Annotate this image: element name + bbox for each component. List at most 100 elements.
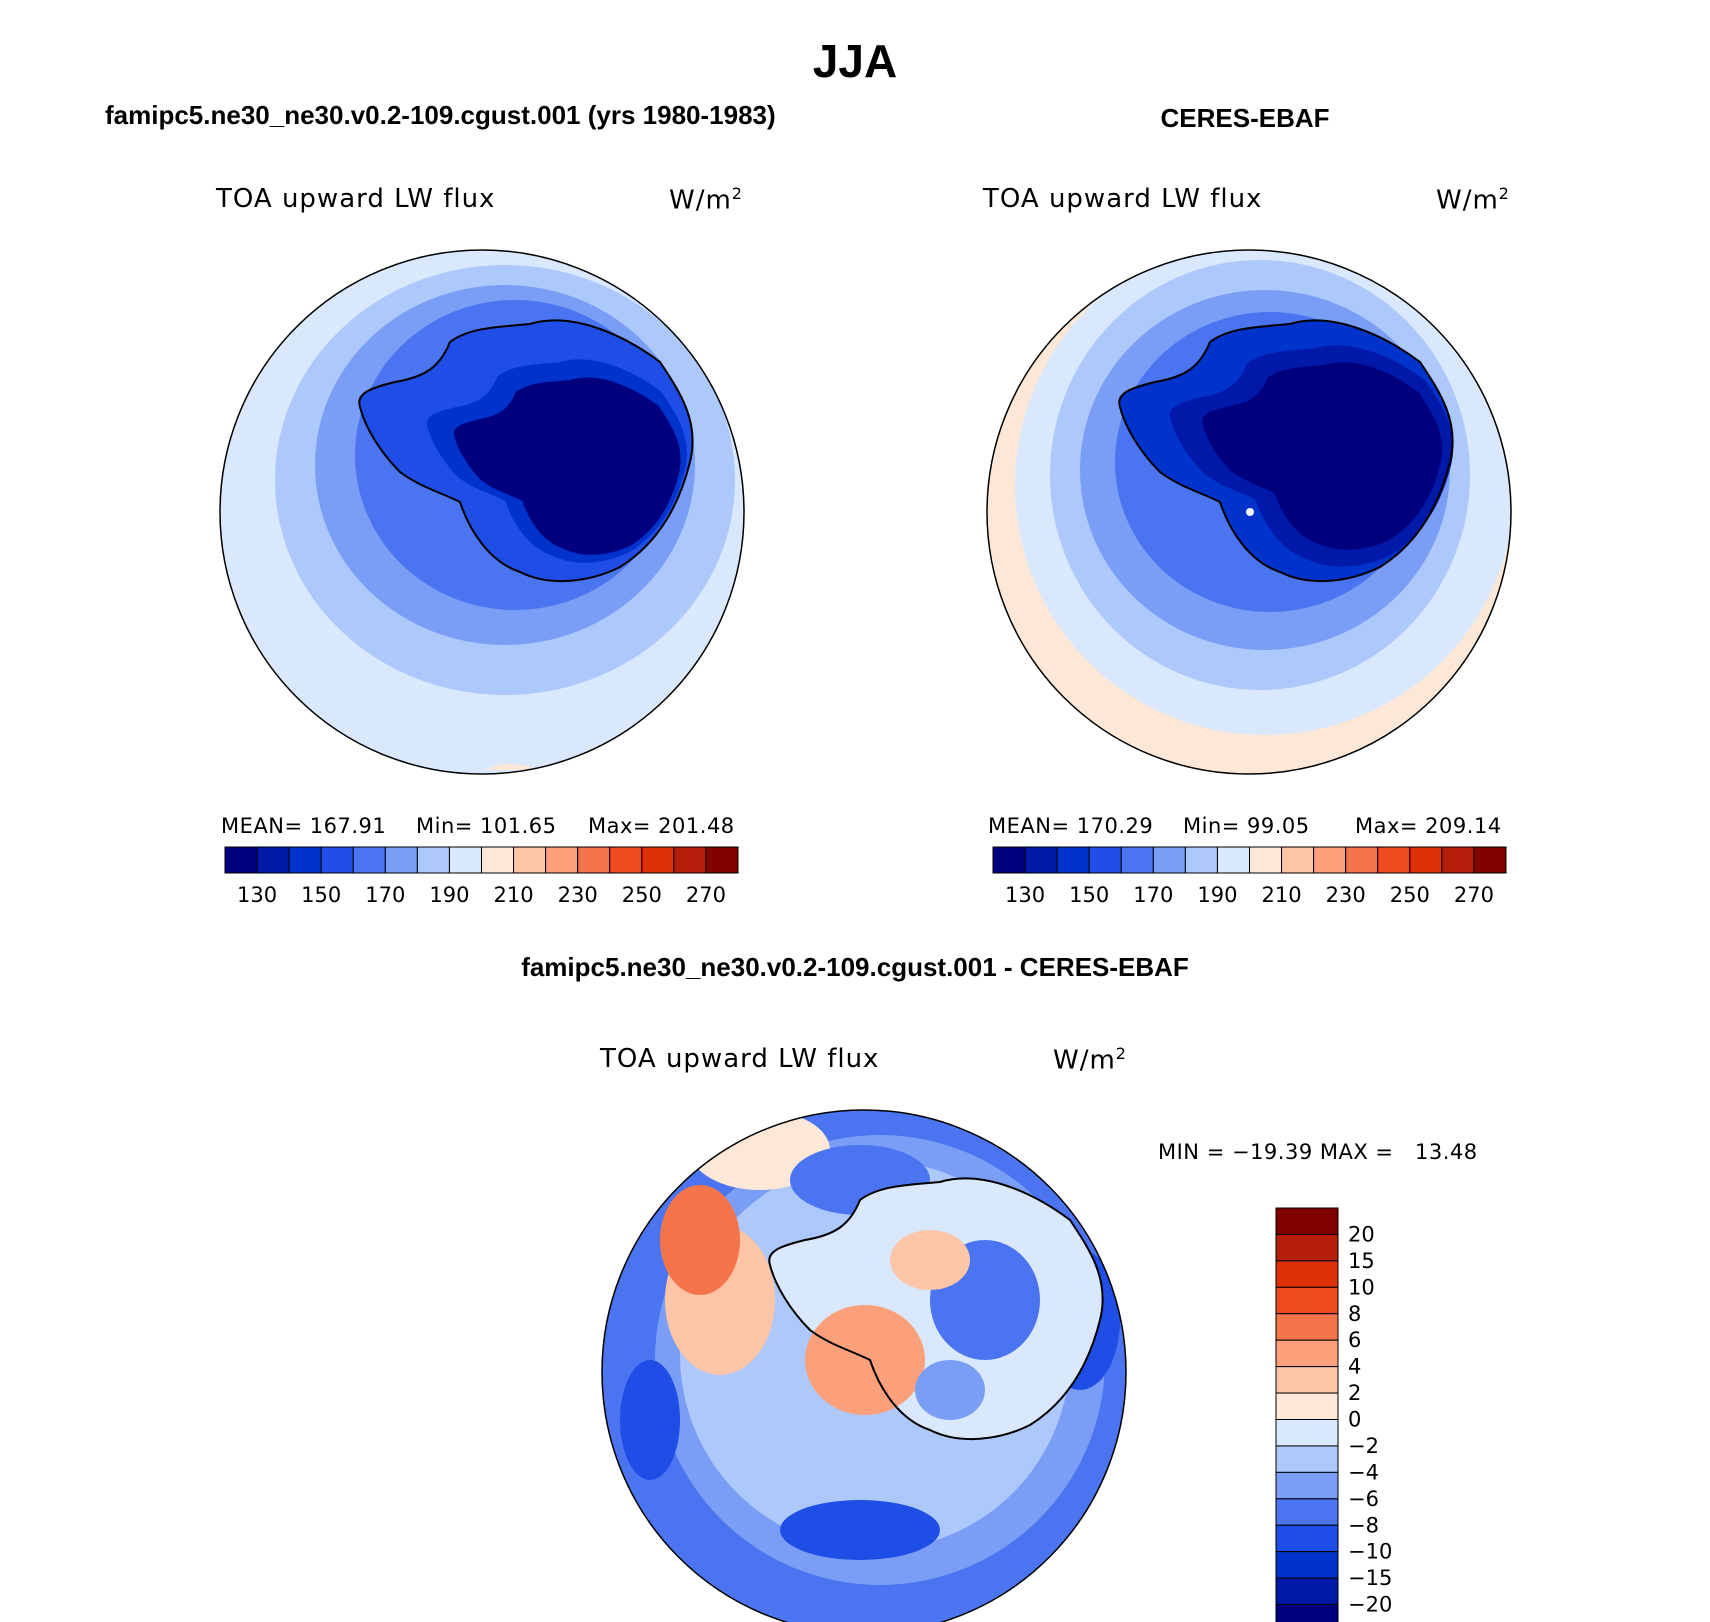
diff-colorbar-swatch	[1275, 1207, 1339, 1235]
right-map	[987, 250, 1511, 774]
right-colorbar-swatch	[1056, 846, 1090, 874]
right-colorbar: 130 150 170 190 210 230 250 270	[992, 846, 1507, 907]
right-colorbar-swatch	[1473, 846, 1507, 874]
left-mean: MEAN= 167.91	[221, 814, 387, 838]
diff-variable-label: TOA upward LW flux	[600, 1044, 880, 1074]
diff-colorbar-tick-label: 4	[1348, 1355, 1361, 1379]
diff-colorbar-swatch	[1275, 1233, 1339, 1262]
diff-colorbar-tick-label: 0	[1348, 1408, 1361, 1432]
diff-colorbar-swatch	[1275, 1366, 1339, 1394]
diff-colorbar-swatch	[1275, 1392, 1339, 1420]
right-map-border	[986, 249, 1512, 775]
left-colorbar: 130 150 170 190 210 230 250 270	[224, 846, 739, 907]
right-colorbar-swatch	[1152, 846, 1186, 874]
diff-colorbar-tick-label: 8	[1348, 1302, 1361, 1326]
right-colorbar-tick-label: 190	[1197, 883, 1237, 907]
right-colorbar-swatch	[1024, 846, 1058, 874]
left-colorbar-swatch	[577, 846, 611, 874]
left-colorbar-swatch	[384, 846, 418, 874]
right-colorbar-tick-label: 270	[1454, 883, 1494, 907]
left-colorbar-swatch	[320, 846, 354, 874]
right-colorbar-tick-label: 130	[1005, 883, 1045, 907]
diff-colorbar-swatch	[1275, 1313, 1339, 1341]
left-map-border	[219, 249, 745, 775]
diff-colorbar-swatch	[1275, 1339, 1339, 1368]
diff-minmax: MIN = −19.39 MAX = 13.48	[1158, 1140, 1478, 1164]
right-colorbar-tick-label: 210	[1262, 883, 1302, 907]
diff-colorbar-swatch	[1275, 1524, 1339, 1553]
right-colorbar-tick-label: 170	[1133, 883, 1173, 907]
diff-colorbar-swatch	[1275, 1498, 1339, 1526]
left-map	[220, 250, 744, 774]
left-colorbar-swatch	[352, 846, 386, 874]
left-colorbar-swatch	[641, 846, 675, 874]
right-colorbar-tick-label: 230	[1326, 883, 1366, 907]
diff-colorbar-swatch	[1275, 1419, 1339, 1447]
main-title: JJA	[812, 35, 898, 87]
left-colorbar-tick-label: 190	[429, 883, 469, 907]
left-panel-header: famipc5.ne30_ne30.v0.2-109.cgust.001 (yr…	[105, 100, 776, 130]
right-colorbar-swatch	[1377, 846, 1411, 874]
left-colorbar-tick-label: 230	[558, 883, 598, 907]
right-colorbar-swatch	[1441, 846, 1475, 874]
left-colorbar-swatch	[448, 846, 482, 874]
diff-colorbar-swatch	[1275, 1551, 1339, 1579]
right-colorbar-swatch	[992, 846, 1026, 874]
right-max: Max= 209.14	[1355, 814, 1502, 838]
left-colorbar-swatch	[256, 846, 290, 874]
left-colorbar-tick-label: 170	[365, 883, 405, 907]
left-colorbar-tick-label: 210	[494, 883, 534, 907]
right-colorbar-tick-label: 150	[1069, 883, 1109, 907]
left-variable-label: TOA upward LW flux	[216, 184, 496, 214]
left-colorbar-tick-label: 130	[237, 883, 277, 907]
diff-colorbar-tick-label: −8	[1348, 1513, 1379, 1537]
diff-colorbar-swatch	[1275, 1260, 1339, 1288]
diff-colorbar-tick-label: 10	[1348, 1275, 1375, 1299]
left-max: Max= 201.48	[588, 814, 735, 838]
left-colorbar-swatch	[705, 846, 739, 874]
left-min: Min= 101.65	[416, 814, 557, 838]
left-colorbar-swatch	[481, 846, 515, 874]
right-colorbar-swatch	[1249, 846, 1283, 874]
left-colorbar-tick-label: 150	[301, 883, 341, 907]
diff-colorbar-tick-label: 6	[1348, 1328, 1361, 1352]
diff-colorbar-swatch	[1275, 1577, 1339, 1606]
left-colorbar-tick-label: 270	[686, 883, 726, 907]
diff-colorbar-swatch	[1275, 1471, 1339, 1500]
right-colorbar-tick-label: 250	[1390, 883, 1430, 907]
diff-units-label: W/m2	[1053, 1044, 1127, 1076]
left-units-label: W/m2	[669, 184, 743, 216]
right-units-label: W/m2	[1436, 184, 1510, 216]
left-colorbar-swatch	[673, 846, 707, 874]
right-colorbar-swatch	[1281, 846, 1315, 874]
left-colorbar-swatch	[545, 846, 579, 874]
diff-map-border	[601, 1109, 1127, 1622]
right-colorbar-swatch	[1313, 846, 1347, 874]
left-colorbar-swatch	[288, 846, 322, 874]
right-colorbar-swatch	[1216, 846, 1250, 874]
diff-colorbar-tick-label: −10	[1348, 1540, 1392, 1564]
diff-colorbar-tick-label: 20	[1348, 1222, 1375, 1246]
right-min: Min= 99.05	[1183, 814, 1310, 838]
right-panel-header: CERES-EBAF	[1160, 103, 1330, 133]
diff-map	[602, 1110, 1126, 1622]
right-colorbar-swatch	[1345, 846, 1379, 874]
diff-colorbar-tick-label: 2	[1348, 1381, 1361, 1405]
diff-colorbar-swatch	[1275, 1445, 1339, 1473]
left-colorbar-swatch	[513, 846, 547, 874]
diff-panel-header: famipc5.ne30_ne30.v0.2-109.cgust.001 - C…	[521, 952, 1189, 982]
diff-colorbar-tick-label: −20	[1348, 1593, 1392, 1617]
right-colorbar-swatch	[1184, 846, 1218, 874]
diff-colorbar-tick-label: −15	[1348, 1566, 1392, 1590]
right-variable-label: TOA upward LW flux	[983, 184, 1263, 214]
right-mean: MEAN= 170.29	[988, 814, 1154, 838]
left-colorbar-tick-label: 250	[622, 883, 662, 907]
diff-colorbar-swatch	[1275, 1604, 1339, 1622]
left-colorbar-swatch	[609, 846, 643, 874]
right-colorbar-swatch	[1088, 846, 1122, 874]
right-colorbar-swatch	[1409, 846, 1443, 874]
diff-colorbar-tick-label: −2	[1348, 1434, 1379, 1458]
right-colorbar-swatch	[1120, 846, 1154, 874]
